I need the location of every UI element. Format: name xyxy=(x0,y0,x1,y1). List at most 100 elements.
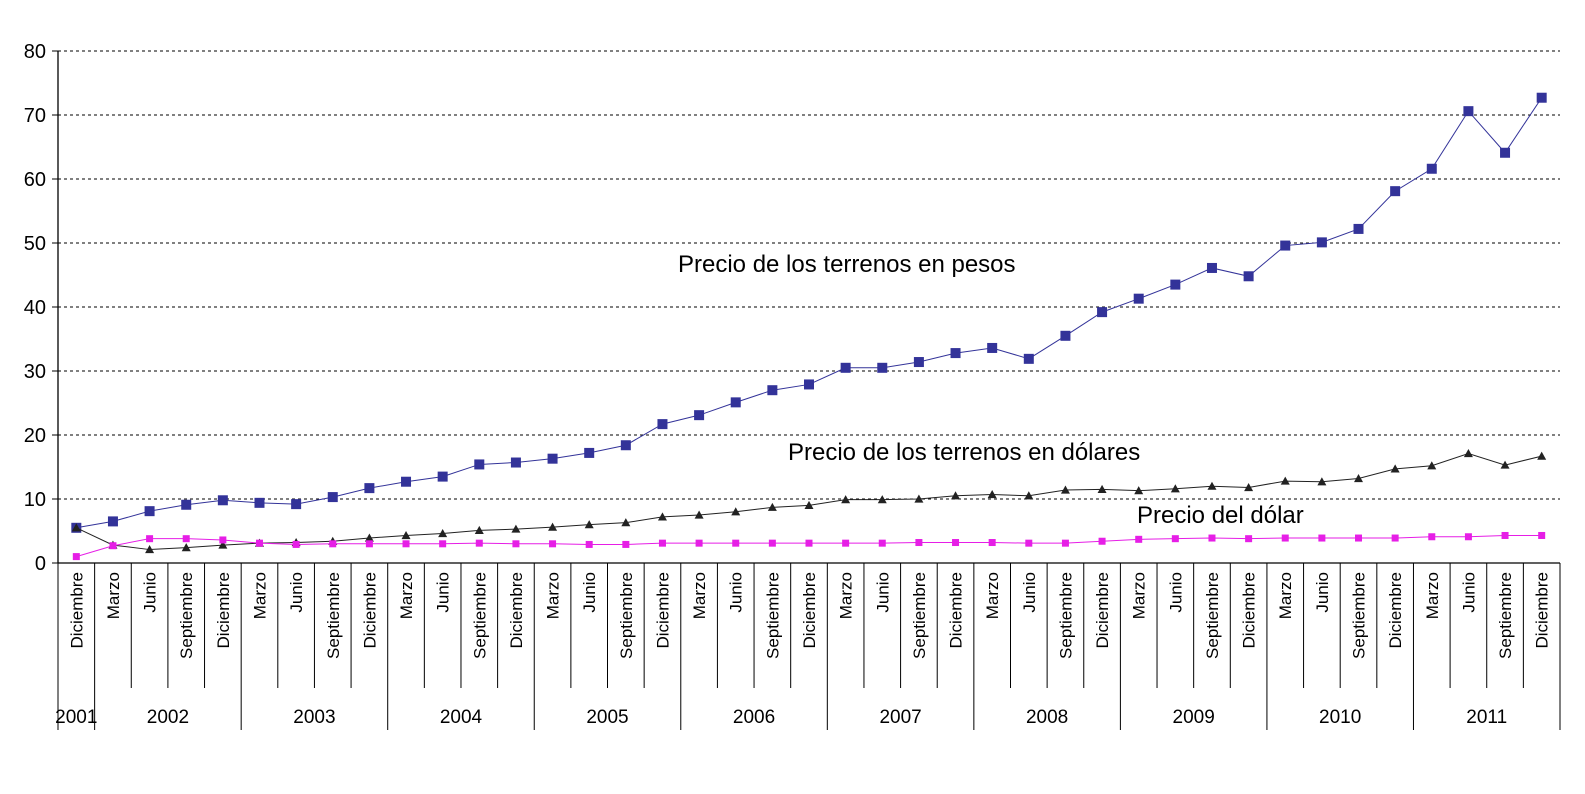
data-point xyxy=(219,536,227,544)
data-point xyxy=(474,459,485,470)
data-point xyxy=(768,539,776,547)
y-axis-ticks: 0 10 20 30 40 50 60 70 80 xyxy=(24,41,58,575)
data-point xyxy=(181,543,191,552)
data-point xyxy=(840,362,851,373)
data-point xyxy=(1355,534,1363,542)
data-point xyxy=(181,499,192,510)
x-axis-categories: Diciembre Marzo Junio Septiembre Diciembre Ma… xyxy=(57,563,1561,688)
y-tick-label: 80 xyxy=(24,41,46,63)
annotation-dolar: Precio del dólar xyxy=(1137,502,1304,529)
x-category-label: Junio xyxy=(727,572,746,613)
data-point xyxy=(144,506,155,517)
data-point xyxy=(402,540,410,548)
x-category-label: Marzo xyxy=(104,572,123,619)
x-category-label: Junio xyxy=(434,572,453,613)
data-point xyxy=(1427,461,1437,470)
data-point xyxy=(584,447,595,458)
series-1 xyxy=(71,449,1547,554)
data-point xyxy=(1244,482,1254,492)
data-point xyxy=(584,520,594,529)
year-label: 2010 xyxy=(1319,707,1361,728)
data-point xyxy=(511,524,521,533)
data-point xyxy=(1317,477,1327,486)
data-point xyxy=(1171,535,1179,543)
data-point xyxy=(620,440,631,451)
data-point xyxy=(805,539,813,547)
y-tick-label: 30 xyxy=(24,361,46,383)
data-point xyxy=(1243,271,1254,282)
series-0 xyxy=(71,92,1547,533)
x-category-label: Junio xyxy=(1459,572,1478,613)
year-label: 2005 xyxy=(586,707,628,728)
data-point xyxy=(329,540,337,548)
data-point xyxy=(951,491,961,500)
data-point xyxy=(767,502,777,511)
annotations: Precio de los terrenos en pesos Precio d… xyxy=(678,251,1304,529)
data-point xyxy=(804,379,814,390)
x-category-label: Diciembre xyxy=(507,572,526,649)
annotation-dolares: Precio de los terrenos en dólares xyxy=(788,439,1140,466)
x-category-label: Diciembre xyxy=(214,572,233,649)
data-point xyxy=(107,516,118,527)
year-label: 2004 xyxy=(440,707,483,728)
x-category-label: Marzo xyxy=(983,572,1002,619)
data-point xyxy=(1501,531,1509,539)
x-category-label: Diciembre xyxy=(360,572,379,649)
x-category-label: Junio xyxy=(287,572,306,613)
gridlines xyxy=(58,50,1560,500)
data-point xyxy=(1500,460,1510,469)
data-point xyxy=(1097,307,1108,318)
data-point xyxy=(1428,533,1436,541)
data-point xyxy=(437,471,448,482)
data-point xyxy=(254,497,265,508)
data-point xyxy=(730,397,741,408)
data-point xyxy=(1023,353,1034,364)
annotation-pesos: Precio de los terrenos en pesos xyxy=(678,251,1016,278)
data-point xyxy=(1025,539,1033,547)
data-point xyxy=(512,540,520,548)
data-point xyxy=(474,525,484,534)
x-category-label: Junio xyxy=(1020,572,1039,613)
year-label: 2011 xyxy=(1466,707,1507,728)
data-point xyxy=(657,419,668,430)
year-label: 2009 xyxy=(1173,707,1215,728)
data-point xyxy=(1426,163,1437,174)
x-category-label: Marzo xyxy=(544,572,563,619)
data-point xyxy=(1390,464,1400,473)
year-label: 2008 xyxy=(1026,707,1068,728)
data-point xyxy=(621,518,631,527)
year-label: 2006 xyxy=(733,707,775,728)
data-point xyxy=(510,457,521,468)
x-category-label: Marzo xyxy=(690,572,709,619)
x-category-label: Junio xyxy=(1313,572,1332,613)
data-point xyxy=(255,539,263,547)
x-category-label: Junio xyxy=(580,572,599,613)
x-category-label: Septiembre xyxy=(177,572,196,659)
data-point xyxy=(439,540,447,548)
x-axis-years: 2001 2002 2003 2004 2005 2006 2007 2008 2009 2010… xyxy=(55,688,1561,730)
data-point xyxy=(145,545,155,554)
data-point xyxy=(364,533,374,542)
x-category-label: Septiembre xyxy=(617,572,636,659)
data-point xyxy=(1500,147,1511,158)
x-category-label: Marzo xyxy=(250,572,269,619)
data-point xyxy=(915,539,923,547)
x-category-label: Septiembre xyxy=(1350,572,1369,659)
x-category-label: Diciembre xyxy=(1240,572,1259,649)
data-point xyxy=(913,357,924,368)
x-category-label: Marzo xyxy=(397,572,416,619)
y-tick-label: 40 xyxy=(24,297,46,319)
data-point xyxy=(1354,474,1364,483)
data-point xyxy=(1538,531,1546,539)
data-point xyxy=(694,510,704,519)
data-point xyxy=(585,540,593,548)
data-point xyxy=(1207,481,1217,490)
year-label: 2001 xyxy=(55,707,97,728)
x-category-label: Septiembre xyxy=(470,572,489,659)
data-point xyxy=(1060,330,1071,341)
y-tick-label: 70 xyxy=(24,105,46,127)
data-point xyxy=(1134,486,1144,495)
data-point xyxy=(1318,534,1326,542)
data-point xyxy=(1537,451,1547,460)
